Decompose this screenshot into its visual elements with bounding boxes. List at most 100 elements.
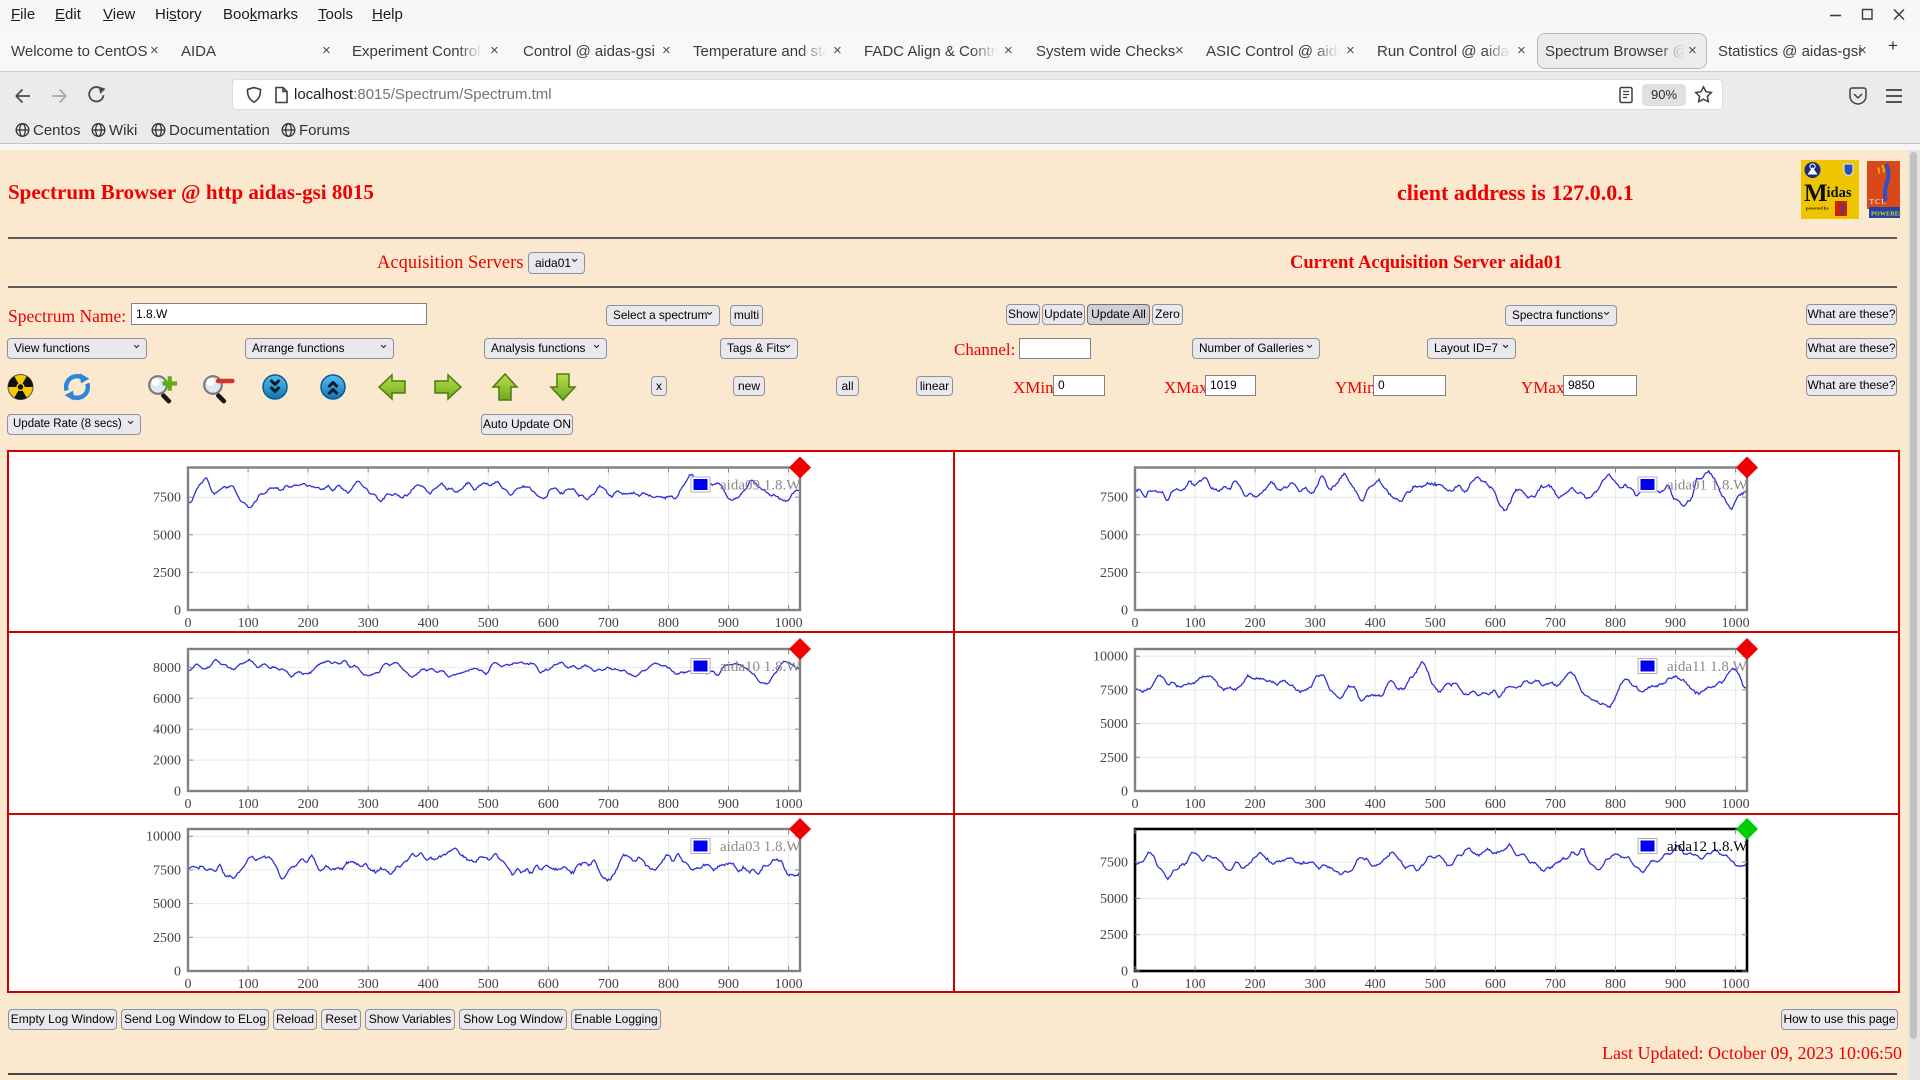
svg-text:100: 100 [1185,977,1206,992]
svg-text:900: 900 [1665,977,1686,992]
svg-text:600: 600 [1485,977,1506,992]
svg-text:500: 500 [478,797,499,812]
svg-text:400: 400 [1365,616,1386,631]
svg-text:powered by: powered by [1806,206,1829,211]
svg-text:700: 700 [1545,797,1566,812]
svg-text:800: 800 [1605,616,1626,631]
svg-text:4000: 4000 [153,723,181,738]
svg-text:600: 600 [538,797,559,812]
svg-text:900: 900 [1665,616,1686,631]
svg-text:0: 0 [185,616,192,631]
svg-text:2000: 2000 [153,754,181,769]
svg-text:300: 300 [358,616,379,631]
svg-text:idas: idas [1827,185,1852,201]
svg-text:2500: 2500 [153,566,181,581]
svg-text:7500: 7500 [153,863,181,878]
svg-text:200: 200 [298,616,319,631]
svg-text:1000: 1000 [775,977,803,992]
svg-text:aida12 1.8.W: aida12 1.8.W [1667,839,1748,855]
svg-text:100: 100 [238,616,259,631]
svg-text:200: 200 [298,977,319,992]
svg-text:0: 0 [174,965,181,980]
svg-text:700: 700 [598,797,619,812]
svg-text:0: 0 [1121,965,1128,980]
svg-text:0: 0 [1132,797,1139,812]
svg-text:500: 500 [478,616,499,631]
svg-text:1000: 1000 [775,797,803,812]
svg-text:6000: 6000 [153,692,181,707]
svg-text:200: 200 [1245,977,1266,992]
svg-text:400: 400 [1365,797,1386,812]
svg-text:900: 900 [718,797,739,812]
svg-text:2500: 2500 [1100,751,1128,766]
svg-text:M: M [1804,180,1828,207]
svg-text:300: 300 [1305,616,1326,631]
svg-text:0: 0 [1121,785,1128,800]
svg-text:0: 0 [1121,604,1128,619]
svg-text:400: 400 [1365,977,1386,992]
svg-text:900: 900 [718,977,739,992]
svg-text:1000: 1000 [1722,616,1750,631]
svg-text:300: 300 [1305,797,1326,812]
svg-text:2500: 2500 [1100,928,1128,943]
svg-text:1000: 1000 [1722,797,1750,812]
svg-text:aida03 1.8.W: aida03 1.8.W [720,839,801,855]
svg-text:POWERED: POWERED [1871,211,1901,218]
svg-text:0: 0 [185,977,192,992]
svg-text:5000: 5000 [1100,717,1128,732]
svg-text:900: 900 [718,616,739,631]
svg-text:800: 800 [658,797,679,812]
svg-text:5000: 5000 [153,528,181,543]
svg-text:aida11 1.8.W: aida11 1.8.W [1667,659,1748,675]
svg-text:7500: 7500 [153,491,181,506]
svg-text:7500: 7500 [1100,856,1128,871]
svg-text:200: 200 [298,797,319,812]
svg-text:800: 800 [1605,797,1626,812]
svg-text:700: 700 [598,977,619,992]
svg-text:700: 700 [598,616,619,631]
svg-text:5000: 5000 [153,897,181,912]
svg-text:10000: 10000 [1093,650,1128,665]
svg-text:0: 0 [1132,616,1139,631]
svg-text:5000: 5000 [1100,892,1128,907]
svg-text:600: 600 [538,616,559,631]
svg-text:7500: 7500 [1100,491,1128,506]
svg-text:10000: 10000 [146,830,181,845]
svg-text:2500: 2500 [1100,566,1128,581]
svg-text:1000: 1000 [775,616,803,631]
svg-text:200: 200 [1245,797,1266,812]
svg-text:500: 500 [478,977,499,992]
svg-text:500: 500 [1425,616,1446,631]
svg-text:800: 800 [1605,977,1626,992]
svg-text:700: 700 [1545,616,1566,631]
svg-text:7500: 7500 [1100,683,1128,698]
svg-text:8000: 8000 [153,661,181,676]
svg-text:200: 200 [1245,616,1266,631]
svg-text:100: 100 [1185,616,1206,631]
svg-text:1000: 1000 [1722,977,1750,992]
svg-text:600: 600 [1485,797,1506,812]
svg-text:500: 500 [1425,797,1446,812]
svg-text:600: 600 [538,977,559,992]
svg-text:0: 0 [185,797,192,812]
svg-text:0: 0 [174,785,181,800]
svg-text:2500: 2500 [153,931,181,946]
svg-text:800: 800 [658,977,679,992]
svg-text:600: 600 [1485,616,1506,631]
svg-text:400: 400 [418,797,439,812]
svg-text:800: 800 [658,616,679,631]
svg-text:aida01 1.8.W: aida01 1.8.W [1667,478,1748,494]
svg-text:100: 100 [1185,797,1206,812]
svg-text:500: 500 [1425,977,1446,992]
svg-text:700: 700 [1545,977,1566,992]
svg-text:aida10 1.8.W: aida10 1.8.W [720,659,801,675]
svg-text:300: 300 [1305,977,1326,992]
svg-text:400: 400 [418,977,439,992]
svg-text:TCL: TCL [1870,197,1887,206]
svg-text:900: 900 [1665,797,1686,812]
svg-text:0: 0 [1132,977,1139,992]
svg-text:aida09 1.8.W: aida09 1.8.W [720,478,801,494]
svg-text:0: 0 [174,604,181,619]
svg-text:300: 300 [358,797,379,812]
svg-text:300: 300 [358,977,379,992]
